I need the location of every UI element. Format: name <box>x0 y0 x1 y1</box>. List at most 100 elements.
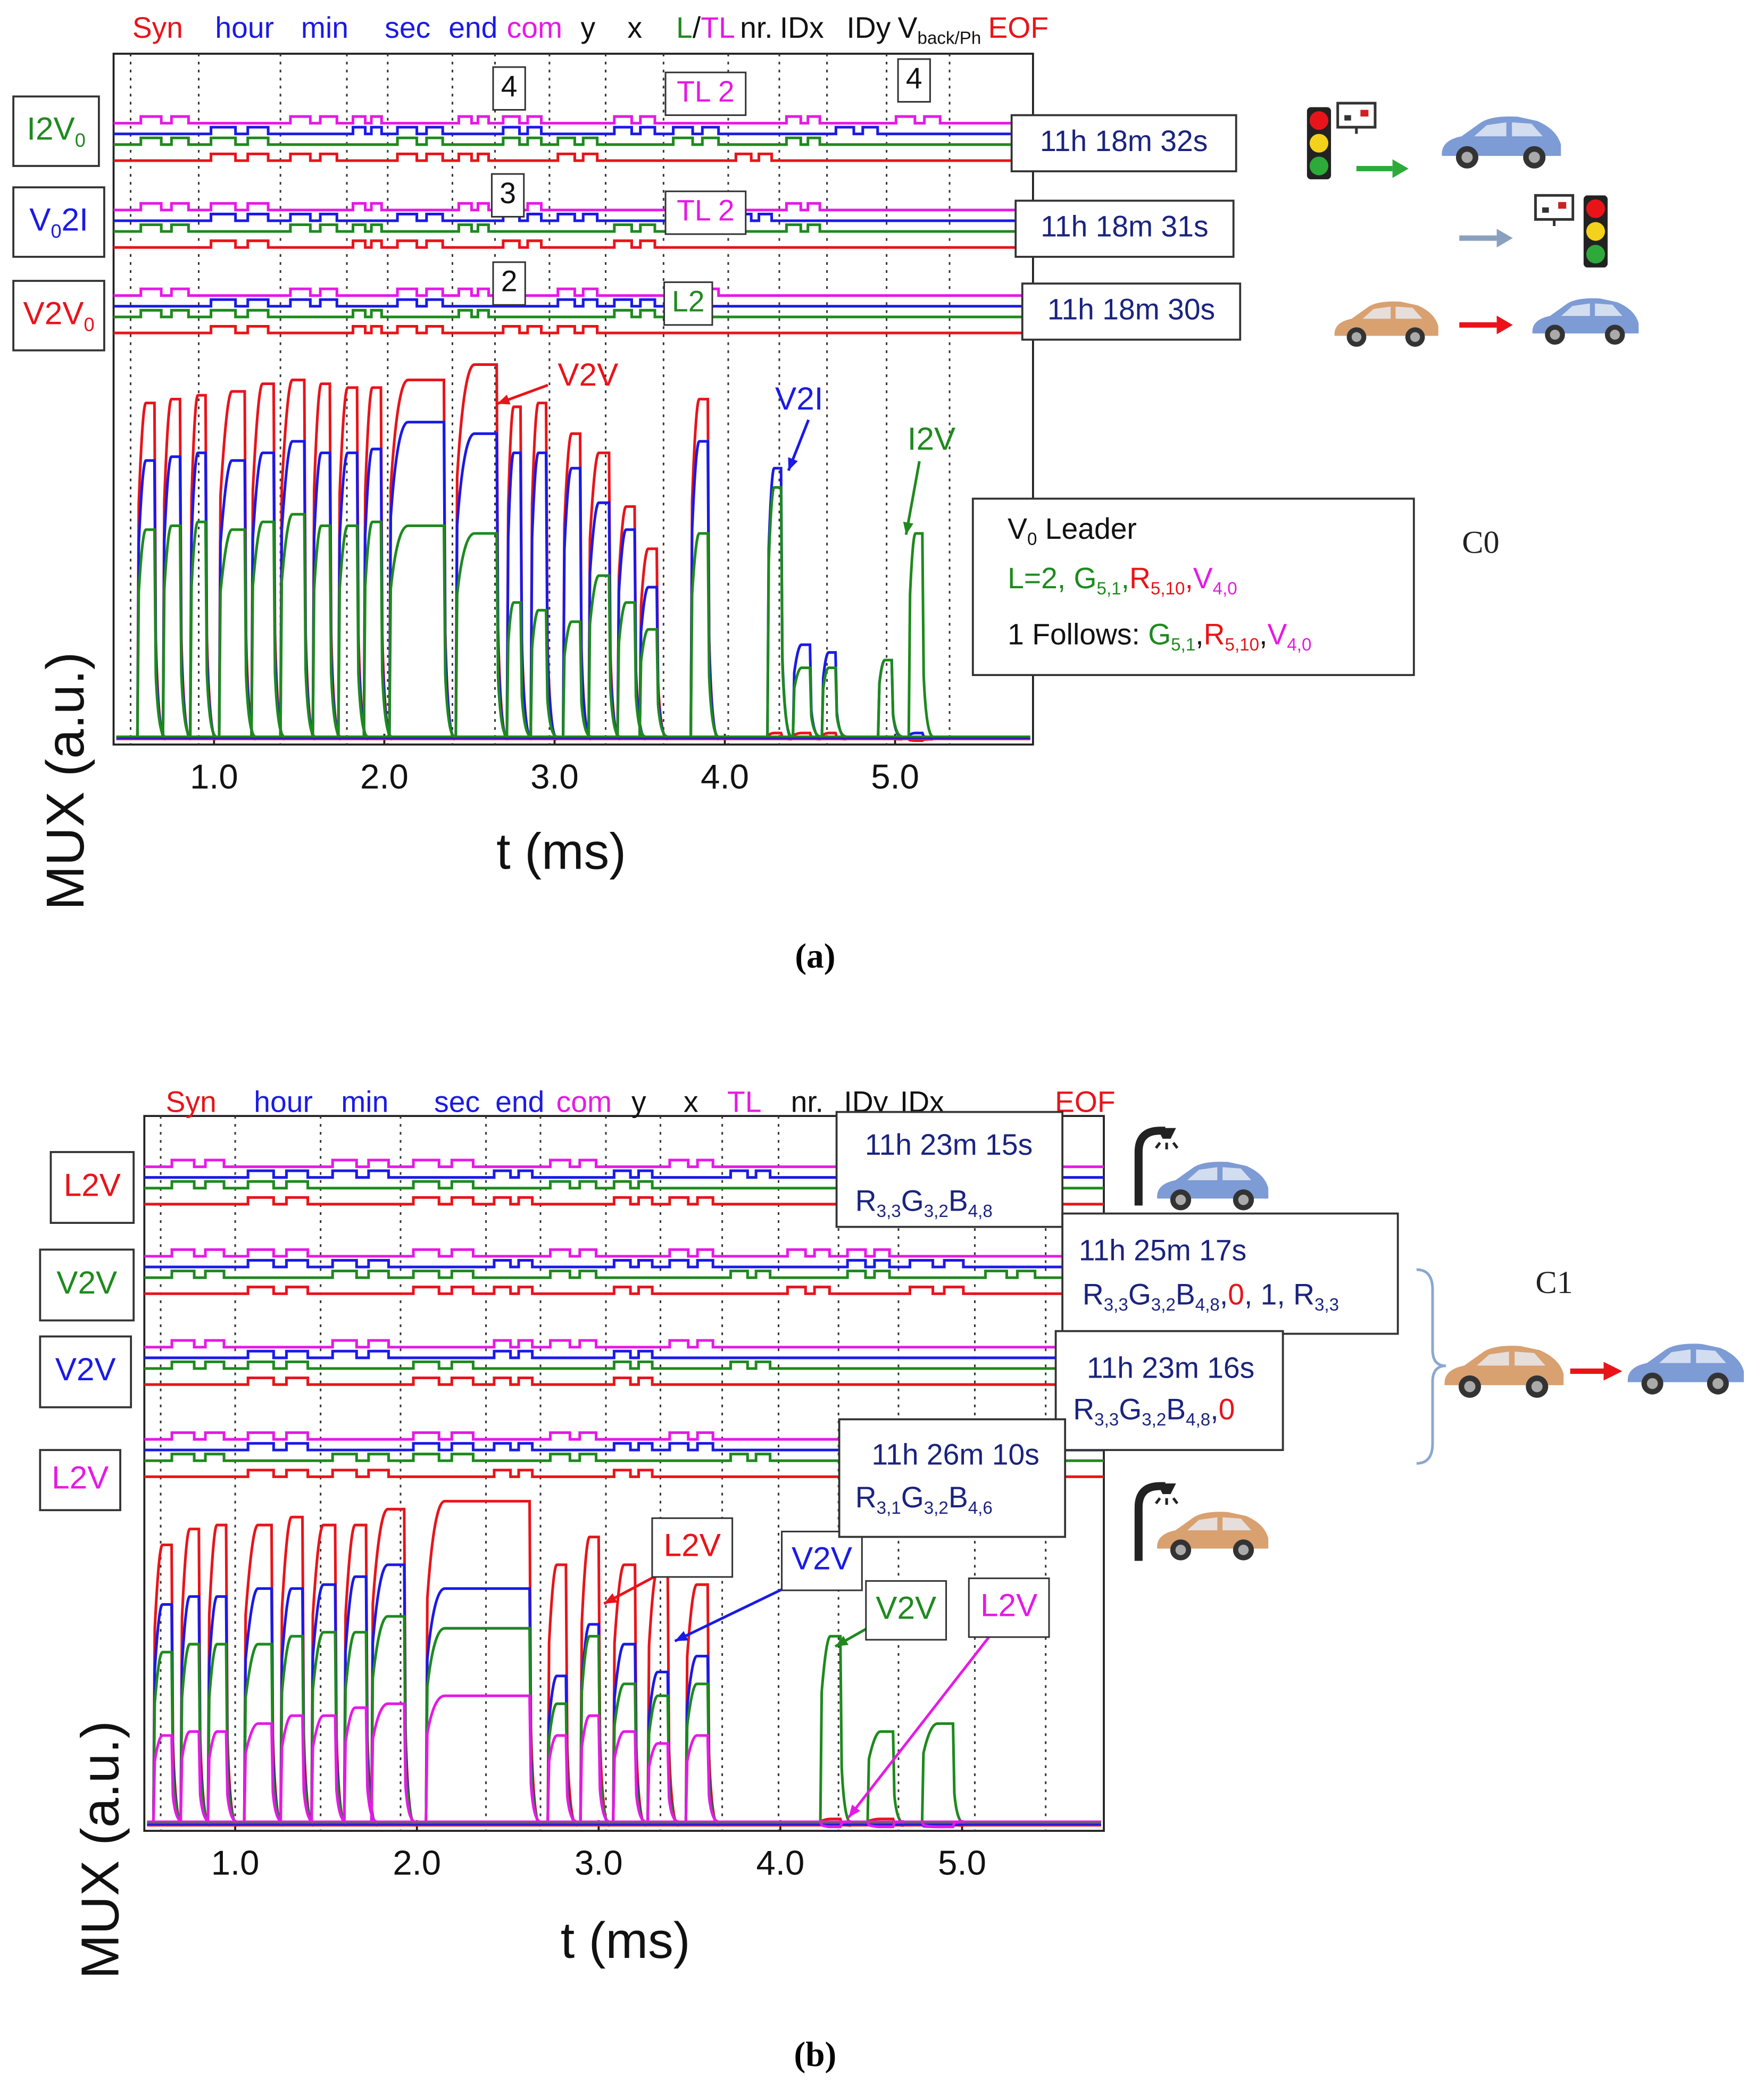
icons-a <box>1307 103 1639 347</box>
code-channel <box>144 1453 1104 1462</box>
row-label: V02I <box>29 201 88 241</box>
text-part: V <box>1008 512 1027 545</box>
mux-pulse <box>152 1544 183 1827</box>
text-part: min <box>341 1085 388 1118</box>
mux-pulse <box>425 1587 541 1826</box>
text-part: , <box>1210 1392 1218 1425</box>
info-line: 11h 23m 16s <box>1087 1351 1254 1384</box>
row-tag: 2 <box>501 265 518 298</box>
annotation-arrow-head <box>604 1593 618 1604</box>
text-part: G <box>901 1481 924 1514</box>
row-label-box <box>39 1335 132 1408</box>
tag-box <box>492 261 526 306</box>
code-channel <box>113 136 1033 146</box>
annotation-arrow-head <box>675 1631 688 1641</box>
code-channel <box>144 1180 1104 1190</box>
info-line: 11h 23m 15s <box>865 1128 1033 1161</box>
text-part: EOF <box>1055 1085 1116 1118</box>
mux-pulse <box>311 524 342 738</box>
row-tag: TL 2 <box>677 75 735 108</box>
text-part: 4,6 <box>968 1498 993 1518</box>
frame-word: hour <box>254 1085 313 1118</box>
tag-box <box>664 71 747 116</box>
text-part: 0 <box>84 313 94 335</box>
text-part: 4,0 <box>1287 635 1311 655</box>
scenario-label: C1 <box>1535 1265 1572 1300</box>
annotation: L2V <box>664 1527 721 1563</box>
code-channel <box>144 1360 1104 1370</box>
mux-pulse <box>425 1499 541 1827</box>
annotation-box <box>968 1577 1050 1638</box>
frame-word: hour <box>215 11 274 44</box>
annotation-arrow-head <box>788 457 798 471</box>
code-channel <box>113 202 1033 212</box>
mux-pulse <box>279 1587 314 1826</box>
text-part: G <box>901 1184 924 1217</box>
code-channel <box>144 1248 1104 1258</box>
annotation-arrow-head <box>848 1804 861 1817</box>
y-axis-label: MUX (a.u.) <box>36 652 95 911</box>
text-part: sec <box>385 11 430 44</box>
mux-pulse <box>819 1820 851 1829</box>
text-part: V2V <box>23 295 84 331</box>
car-icon <box>1442 116 1561 169</box>
text-part: 3,2 <box>1151 1295 1176 1315</box>
info-line: R3,1G3,2B4,6 <box>855 1481 993 1518</box>
row-tag: 3 <box>500 177 516 210</box>
text-part: B <box>1176 1278 1195 1311</box>
text-part: hour <box>215 11 274 44</box>
mux-pulse <box>362 520 393 738</box>
text-part: IDx <box>780 11 824 44</box>
text-part: IDy <box>846 11 891 44</box>
mux-pulse <box>684 1734 719 1823</box>
mux-pulse <box>370 1563 415 1826</box>
annotation-arrow-head <box>497 394 511 405</box>
mux-pulse <box>279 440 316 739</box>
mux-pulse <box>684 1682 719 1824</box>
y-axis-label: MUX (a.u.) <box>70 1721 130 1979</box>
text-part: 0 <box>1219 1392 1235 1425</box>
row-label: I2V0 <box>27 111 86 151</box>
mux-pulse <box>136 459 166 739</box>
text-part: 5,10 <box>1225 635 1260 655</box>
annotation-arrow <box>847 1636 990 1819</box>
code-channel <box>113 287 1033 297</box>
mux-pulse <box>161 455 192 739</box>
annotation: V2V <box>876 1590 936 1626</box>
text-part: com <box>556 1085 612 1118</box>
frame-word: sec <box>434 1085 480 1118</box>
text-part: end <box>495 1085 544 1118</box>
text-part: V <box>29 201 51 237</box>
row-label-box <box>39 1449 121 1512</box>
code-channel <box>144 1469 1104 1478</box>
mux-pulse <box>546 1734 577 1823</box>
mux-pulse <box>561 432 592 741</box>
text-part: 0 <box>75 129 86 151</box>
text-part: min <box>301 11 348 44</box>
text-part: R <box>1083 1278 1104 1311</box>
plot-frame <box>112 53 1034 746</box>
text-part: com <box>507 11 562 44</box>
mux-pulse <box>820 651 847 739</box>
mux-pulse <box>792 643 821 739</box>
mux-pulse <box>907 532 934 738</box>
traffic-light-icon <box>1583 195 1608 268</box>
row-time: 11h 18m 31s <box>1041 210 1208 243</box>
text-part: 0 <box>1228 1278 1244 1311</box>
mux-pulse <box>311 451 342 739</box>
frame-word: L/TL <box>676 11 735 44</box>
chart: 1.0 2.0 3.0 4.0 5.0 t (ms) MUX (a.u.) Syn hour mi… <box>12 11 1500 911</box>
text-part: L=2, G <box>1008 561 1096 594</box>
code-channel <box>113 223 1033 233</box>
annotation-arrow <box>674 1583 792 1642</box>
annotation-arrow <box>904 461 921 535</box>
text-part: R <box>1129 561 1151 594</box>
icons-b <box>1138 1128 1744 1561</box>
text-part: end <box>448 11 497 44</box>
tag-box <box>663 281 713 326</box>
code-channel <box>144 1349 1104 1360</box>
mux-pulse <box>388 524 455 738</box>
mux-pulse <box>587 501 621 739</box>
annotation: V2I <box>775 380 823 416</box>
